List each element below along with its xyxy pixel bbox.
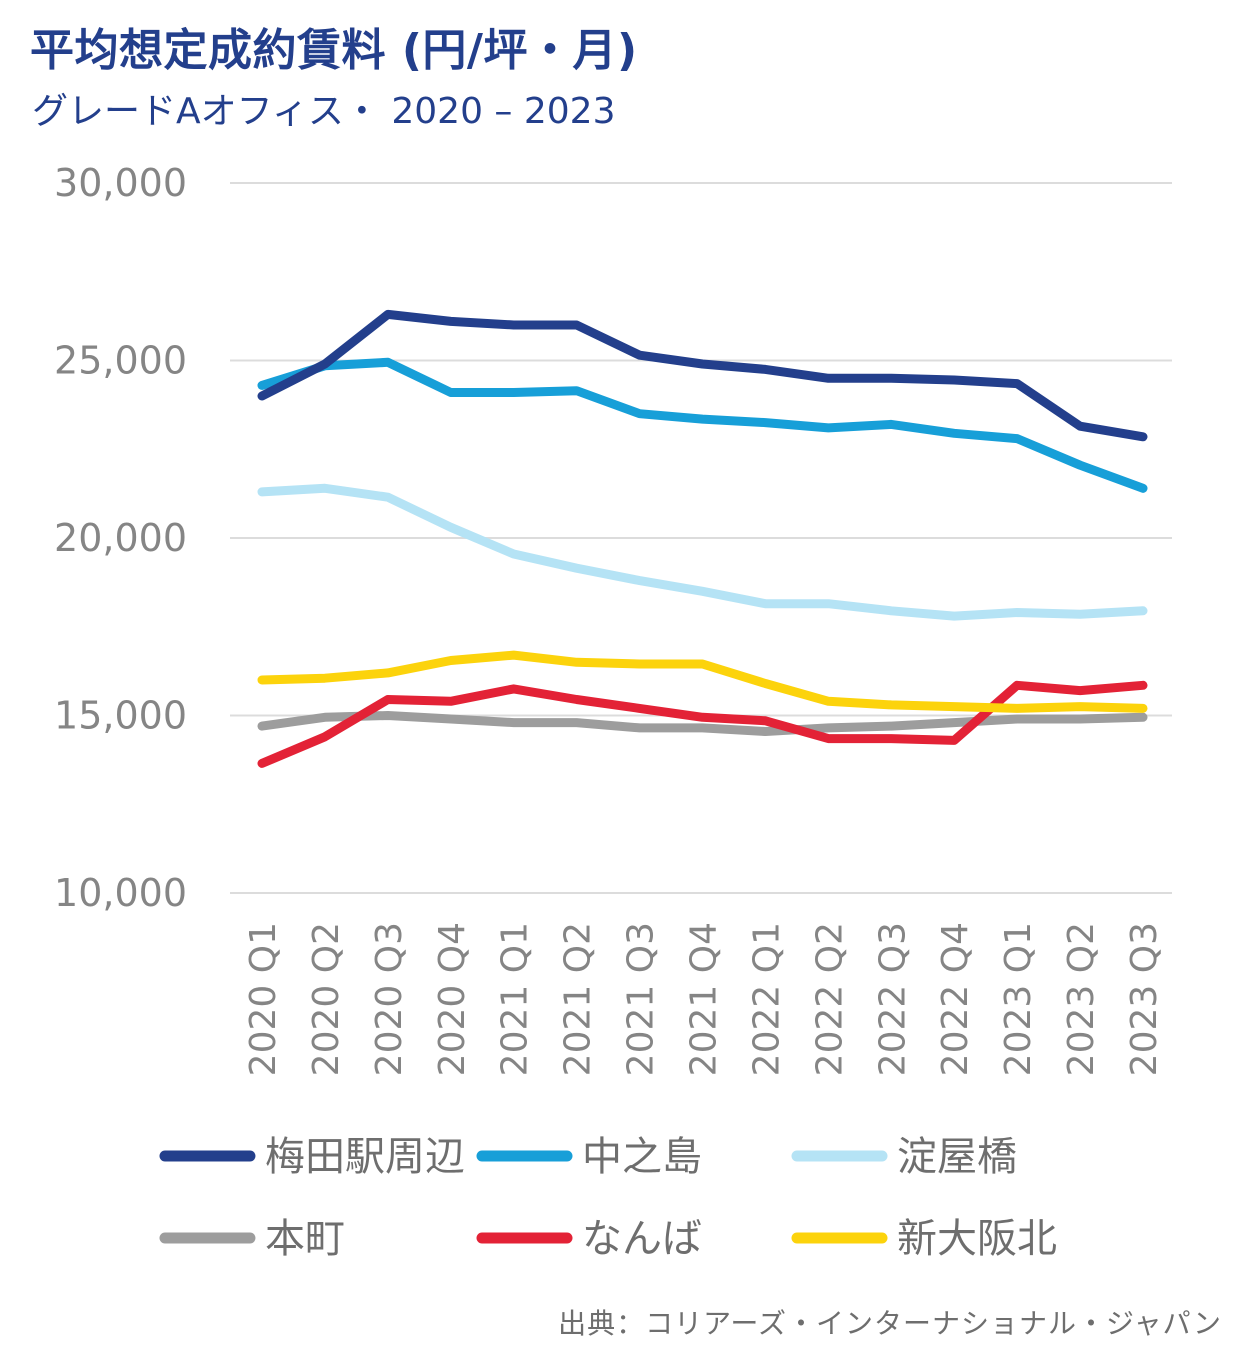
y-tick-label: 10,000 <box>54 871 187 915</box>
x-tick-label: 2022 Q3 <box>872 922 913 1076</box>
x-tick-label: 2020 Q3 <box>369 922 410 1076</box>
x-tick-label: 2022 Q2 <box>809 922 850 1076</box>
x-tick-label: 2021 Q4 <box>684 922 725 1076</box>
series-line-4 <box>257 711 1148 736</box>
legend-label: 本町 <box>265 1216 345 1262</box>
source-note: 出典：コリアーズ・インターナショナル・ジャパン <box>558 1307 1222 1340</box>
legend-label: 淀屋橋 <box>897 1134 1017 1180</box>
series-line-1 <box>257 309 1148 442</box>
y-tick-label: 15,000 <box>54 694 187 738</box>
y-tick-label: 30,000 <box>54 161 187 205</box>
legend-label: なんば <box>582 1216 702 1262</box>
legend-label: 中之島 <box>582 1134 702 1180</box>
legend-label: 新大阪北 <box>897 1216 1057 1262</box>
legend-label: 梅田駅周辺 <box>265 1134 465 1180</box>
x-tick-label: 2023 Q1 <box>998 922 1039 1076</box>
series-line-6 <box>257 650 1148 713</box>
chart-subtitle: グレードAオフィス・ 2020 – 2023 <box>32 91 616 132</box>
chart-title: 平均想定成約賃料 (円/坪・月) <box>30 25 638 76</box>
x-tick-label: 2023 Q3 <box>1124 922 1165 1076</box>
x-tick-label: 2022 Q4 <box>935 922 976 1076</box>
x-tick-label: 2020 Q4 <box>432 922 473 1076</box>
y-tick-label: 25,000 <box>54 339 187 383</box>
series-line-2 <box>257 357 1148 493</box>
x-tick-label: 2021 Q2 <box>558 922 599 1076</box>
x-tick-label: 2021 Q1 <box>495 922 536 1076</box>
x-tick-label: 2022 Q1 <box>746 922 787 1076</box>
x-tick-label: 2020 Q1 <box>243 922 284 1076</box>
x-tick-label: 2023 Q2 <box>1061 922 1102 1076</box>
x-tick-label: 2020 Q2 <box>306 922 347 1076</box>
y-tick-label: 20,000 <box>54 516 187 560</box>
x-tick-label: 2021 Q3 <box>621 922 662 1076</box>
series-line-3 <box>257 483 1148 621</box>
